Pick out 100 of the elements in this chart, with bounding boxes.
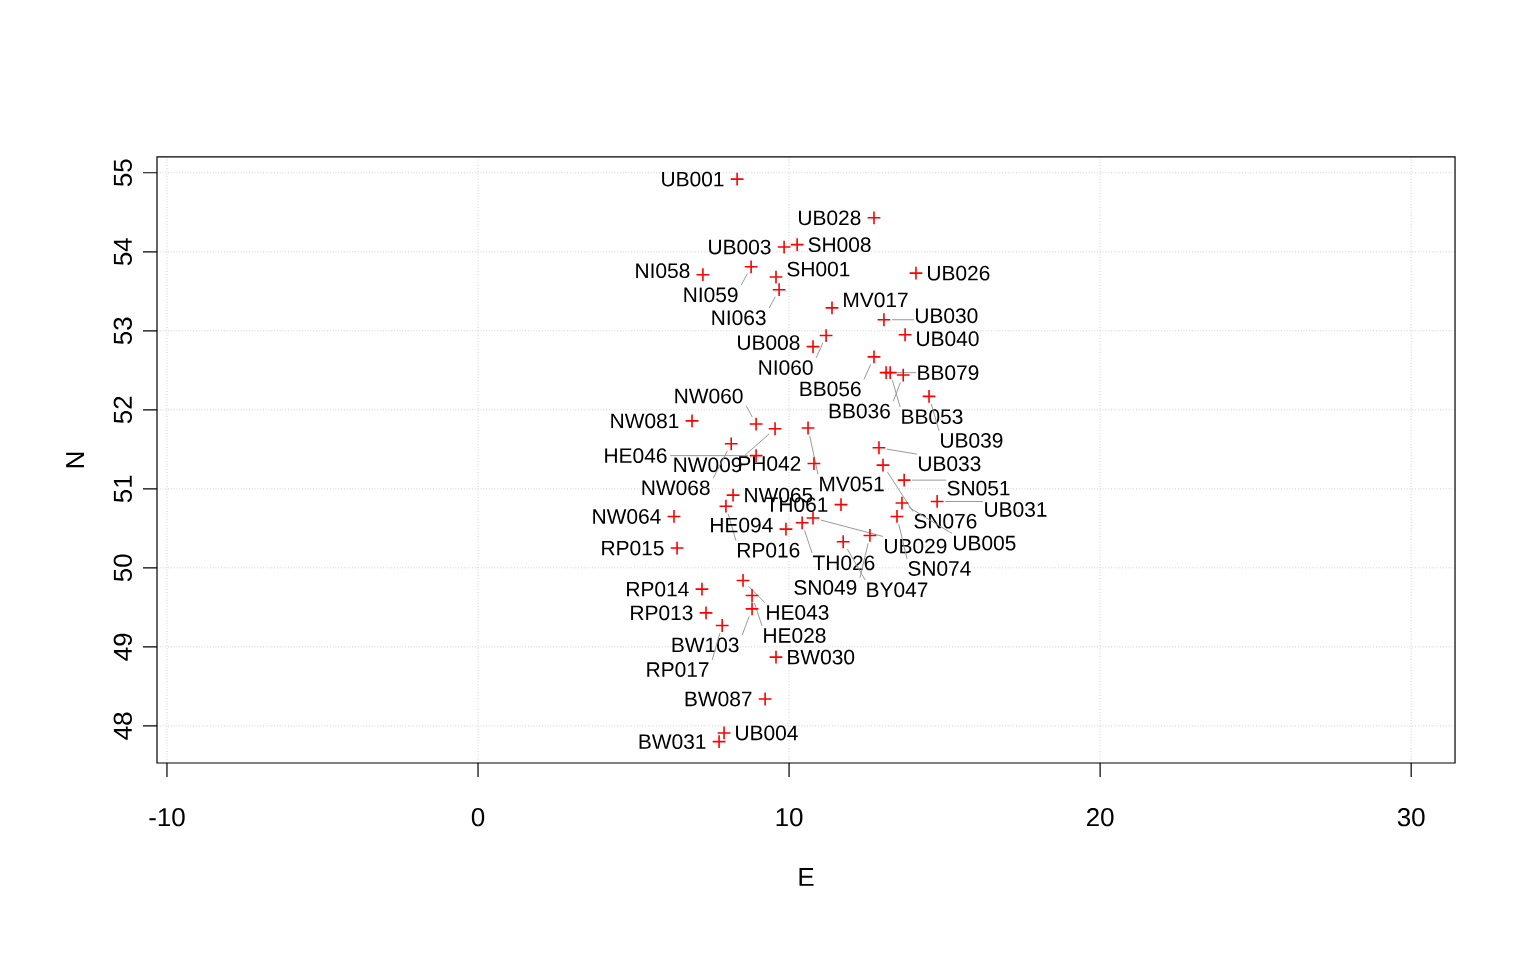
point [882, 365, 898, 380]
point [695, 267, 711, 282]
annotation: NI058 [636, 263, 690, 279]
point [666, 509, 682, 524]
annotation: BW103 [672, 637, 739, 653]
point [748, 416, 764, 432]
point [694, 581, 710, 597]
y-tick-label: 50 [113, 554, 132, 582]
annotation: UB028 [799, 210, 861, 226]
y-tick-label: 54 [113, 238, 132, 266]
annotation: HE046 [605, 448, 667, 464]
point [716, 725, 732, 741]
annotation: UB001 [662, 171, 724, 187]
annotation: BB036 [829, 403, 890, 419]
annotation: UB030 [915, 308, 978, 324]
point [778, 521, 794, 537]
annotation: MV051 [820, 476, 884, 492]
point [835, 534, 851, 549]
point [889, 509, 905, 524]
annotation: RP014 [627, 581, 689, 597]
point [866, 349, 882, 365]
annotation: BW087 [685, 691, 752, 707]
x-axis-title: E [799, 868, 814, 886]
point [921, 389, 937, 404]
x-tick-label: 30 [1397, 808, 1425, 827]
annotation: SN074 [908, 561, 971, 576]
point [711, 734, 727, 749]
point [833, 497, 849, 512]
point [896, 472, 912, 488]
point [767, 421, 783, 436]
point [684, 413, 700, 429]
point [771, 282, 787, 297]
point [897, 327, 913, 342]
annotation: SH008 [808, 237, 871, 253]
y-tick-label: 48 [113, 712, 132, 740]
annotation: NW064 [593, 509, 661, 524]
y-tick-label: 55 [113, 159, 132, 187]
point [876, 312, 892, 327]
point [794, 515, 810, 530]
point [800, 420, 816, 436]
annotation: UB039 [941, 432, 1003, 448]
point [894, 495, 910, 511]
point [698, 605, 714, 621]
annotation: RP015 [602, 540, 664, 556]
annotation: UB029 [885, 538, 947, 554]
annotation: UB005 [954, 535, 1016, 551]
point [896, 367, 911, 383]
x-tick-label: 20 [1087, 808, 1114, 827]
point [824, 300, 840, 316]
point [871, 440, 887, 455]
point [866, 210, 882, 225]
y-tick-label: 52 [113, 396, 132, 424]
point [862, 528, 878, 543]
point [669, 540, 685, 556]
point [789, 237, 805, 252]
point [768, 649, 784, 665]
annotation: BB056 [800, 381, 861, 397]
annotation: NI063 [712, 310, 766, 326]
x-tick-label: 0 [471, 808, 485, 827]
annotation: NI059 [684, 287, 738, 303]
annotation: NI060 [759, 360, 813, 375]
annotation: TH026 [813, 555, 875, 571]
point [718, 499, 734, 514]
annotation: SN076 [914, 513, 977, 529]
annotation: UB026 [928, 265, 990, 281]
point [818, 328, 834, 343]
annotation: RP013 [631, 605, 693, 621]
annotation: SH001 [787, 261, 850, 277]
point [714, 618, 730, 633]
annotation: BW030 [788, 649, 855, 665]
y-tick-label: 53 [113, 317, 132, 345]
annotation: NW068 [642, 480, 710, 496]
annotation: BW031 [639, 734, 706, 750]
annotation: RP017 [647, 662, 709, 677]
annotation: BY047 [867, 582, 928, 598]
point [724, 436, 739, 451]
point [776, 239, 792, 255]
annotation: RP016 [738, 542, 800, 558]
point [805, 339, 821, 354]
point [806, 456, 822, 471]
x-tick-label: 10 [776, 808, 803, 827]
point [757, 691, 773, 707]
annotation: SN049 [794, 580, 857, 595]
point [744, 601, 760, 617]
y-tick-label: 49 [113, 633, 132, 661]
annotation: UB031 [985, 502, 1047, 517]
point [725, 487, 741, 503]
annotation: NW081 [611, 413, 679, 429]
annotation: UB040 [917, 331, 979, 347]
point [744, 588, 760, 603]
point [768, 269, 784, 285]
annotation: UB004 [736, 725, 798, 741]
annotation: HE043 [767, 605, 829, 620]
annotation: BB053 [902, 409, 963, 425]
annotation: HE094 [711, 517, 773, 533]
point [908, 265, 924, 281]
annotation: HE028 [764, 628, 826, 643]
annotation: UB003 [709, 239, 771, 255]
y-axis-title: N [66, 452, 84, 468]
annotation: UB033 [918, 456, 981, 472]
